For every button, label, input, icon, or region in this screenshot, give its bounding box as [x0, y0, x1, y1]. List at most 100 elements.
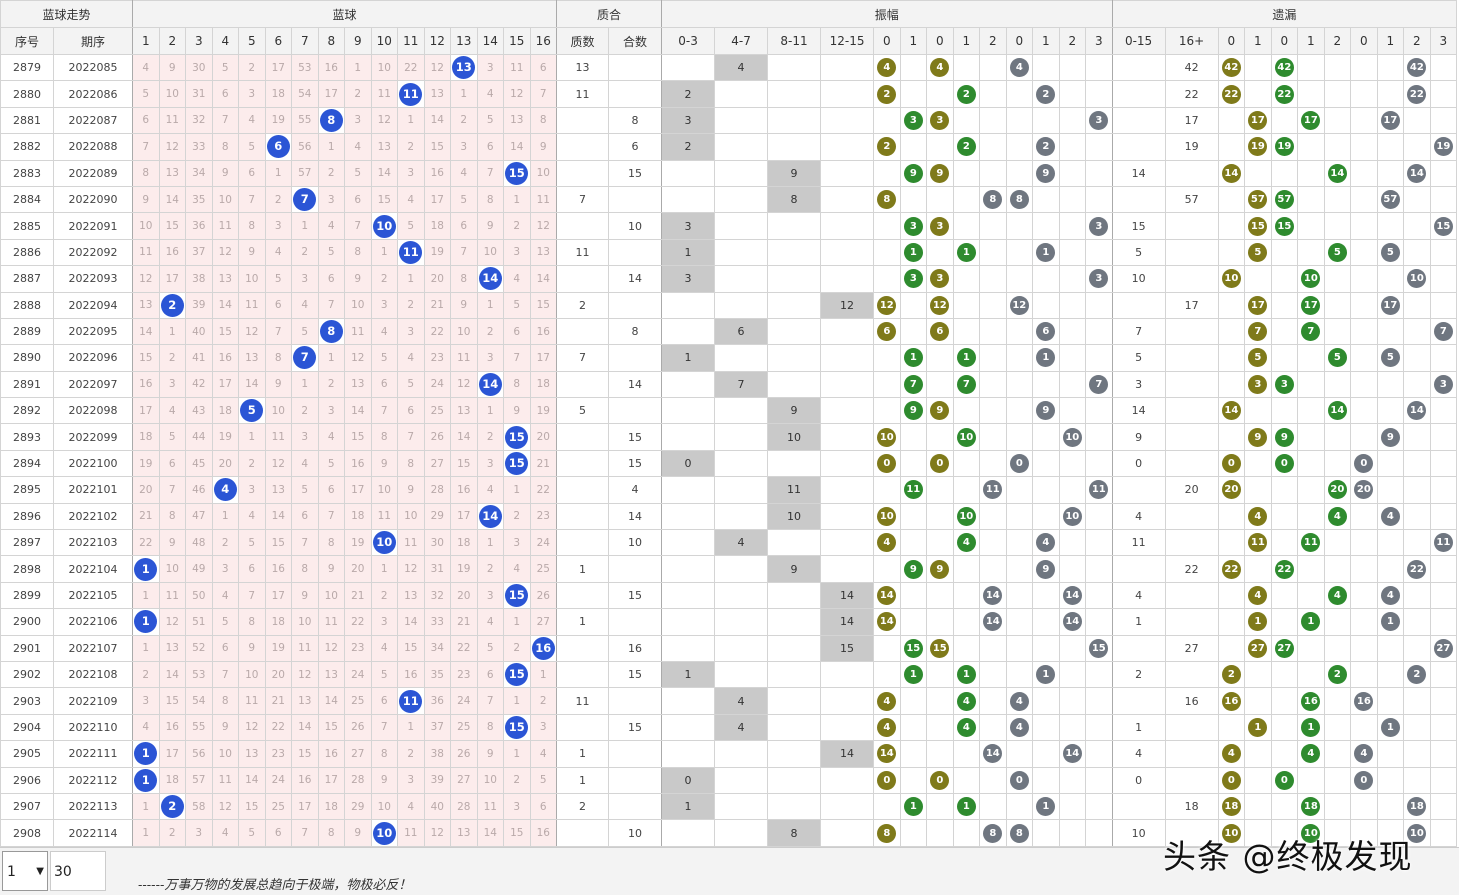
missing-ball: 9 — [1380, 427, 1400, 447]
missing-value-cell: 16 — [1297, 687, 1325, 715]
blue-miss-count: 6 — [370, 370, 399, 399]
composite-cell: 14 — [608, 502, 663, 531]
amplitude-ball: 10 — [877, 506, 897, 526]
blue-miss-count: 9 — [370, 766, 399, 794]
amplitude-value-cell — [979, 555, 1007, 583]
seq-cell: 2907 — [0, 792, 54, 821]
amplitude-value-cell: 9 — [899, 555, 928, 583]
blue-miss-count: 24 — [423, 370, 452, 399]
amplitude-ball: 10 — [956, 506, 976, 526]
blue-ball: 11 — [399, 689, 423, 713]
blue-miss-count: 12 — [264, 449, 293, 478]
amplitude-value-cell — [1032, 713, 1060, 742]
amplitude-range-cell — [767, 133, 822, 161]
amplitude-range-cell: 1 — [661, 660, 716, 689]
amplitude-value-cell — [1058, 212, 1087, 240]
amplitude-ball: 8 — [1009, 823, 1029, 843]
blue-miss-count: 4 — [529, 740, 558, 768]
amplitude-ball: 9 — [903, 401, 923, 421]
blue-miss-count: 18 — [344, 502, 372, 531]
amplitude-range-cell — [767, 792, 822, 821]
amplitude-value-cell: 1 — [1032, 238, 1060, 267]
seq-cell: 2903 — [0, 687, 54, 715]
amplitude-value-cell: 14 — [873, 740, 901, 768]
blue-miss-count: 7 — [370, 713, 399, 742]
blue-miss-count: 2 — [397, 133, 425, 161]
amplitude-ball: 4 — [877, 533, 897, 553]
group-header-prime-composite: 质合 — [556, 0, 663, 28]
blue-ball-cell: 14 — [476, 265, 505, 293]
blue-miss-count: 3 — [238, 476, 266, 504]
amplitude-range-cell: 9 — [767, 397, 822, 425]
blue-miss-count: 11 — [211, 212, 240, 240]
blue-miss-count: 7 — [158, 476, 187, 504]
amplitude-range-cell: 14 — [820, 740, 875, 768]
missing-value-cell: 1 — [1376, 713, 1405, 742]
missing-ball: 3 — [1274, 374, 1294, 394]
amplitude-range-cell — [714, 502, 769, 531]
missing-value-cell: 0 — [1270, 766, 1299, 794]
missing-range-cell: 1 — [1111, 608, 1166, 636]
amplitude-value-cell: 0 — [1005, 766, 1034, 794]
missing-value-cell — [1297, 581, 1325, 610]
amplitude-value-cell — [1032, 212, 1060, 240]
missing-value-cell — [1297, 212, 1325, 240]
table-row: 2888 2022094 13 2 39 14 11 6 4 7 10 3 2 21 9 1 5 15 2 12 12 1… — [0, 291, 1458, 319]
amplitude-range-cell — [767, 212, 822, 240]
blue-miss-count: 7 — [132, 133, 160, 161]
column-header: 期序 — [52, 27, 134, 55]
amplitude-value-cell — [926, 687, 954, 715]
missing-value-cell — [1323, 713, 1352, 742]
composite-cell — [608, 53, 663, 82]
missing-value-cell — [1429, 555, 1458, 583]
blue-miss-count: 6 — [238, 159, 266, 187]
missing-value-cell — [1350, 529, 1378, 557]
blue-miss-count: 12 — [211, 238, 240, 267]
page-size-input[interactable]: 30 — [50, 851, 106, 891]
trend-rows: 2879 2022085 4 9 30 5 2 17 53 16 1 10 22 12 13 3 11 6 13 4 4… — [0, 53, 1458, 847]
page-select[interactable]: 1 ▼ — [2, 851, 48, 891]
period-cell: 2022092 — [52, 238, 134, 267]
amplitude-range-cell: 8 — [767, 819, 822, 847]
missing-range-cell: 16 — [1164, 687, 1219, 715]
amplitude-value-cell — [1005, 80, 1034, 108]
blue-miss-count: 45 — [185, 449, 213, 478]
missing-value-cell: 1 — [1297, 713, 1325, 742]
missing-value-cell — [1429, 106, 1458, 135]
missing-range-cell — [1111, 133, 1166, 161]
amplitude-ball: 4 — [956, 533, 976, 553]
missing-value-cell: 14 — [1403, 397, 1431, 425]
amplitude-ball: 10 — [1062, 427, 1082, 447]
blue-miss-count: 9 — [238, 634, 266, 662]
amplitude-value-cell: 12 — [873, 291, 901, 319]
table-row: 2890 2022096 15 2 41 16 13 8 7 1 12 5 4 23 11 3 7 17 7 1 1 1 1… — [0, 344, 1458, 372]
blue-miss-count: 20 — [529, 423, 558, 451]
missing-value-cell — [1429, 608, 1458, 636]
amplitude-value-cell — [1085, 766, 1113, 794]
amplitude-range-cell: 15 — [820, 634, 875, 662]
missing-value-cell: 10 — [1297, 265, 1325, 293]
missing-value-cell: 42 — [1270, 53, 1299, 82]
missing-value-cell — [1270, 159, 1299, 187]
amplitude-value-cell — [1058, 792, 1087, 821]
missing-value-cell: 17 — [1376, 106, 1405, 135]
blue-miss-count: 11 — [158, 581, 187, 610]
blue-miss-count: 6 — [264, 291, 293, 319]
missing-ball: 2 — [1327, 665, 1347, 685]
group-header-trend: 蓝球走势 — [0, 0, 134, 28]
blue-miss-count: 2 — [370, 265, 399, 293]
seq-cell: 2895 — [0, 476, 54, 504]
amplitude-range-cell — [767, 53, 822, 82]
amplitude-ball: 1 — [1036, 348, 1056, 368]
blue-miss-count: 19 — [264, 106, 293, 135]
blue-miss-count: 7 — [317, 502, 346, 531]
missing-value-cell: 57 — [1376, 185, 1405, 214]
column-header: 1 — [1032, 27, 1060, 55]
amplitude-value-cell — [1005, 133, 1034, 161]
amplitude-value-cell — [979, 344, 1007, 372]
period-cell: 2022093 — [52, 265, 134, 293]
blue-miss-count: 8 — [211, 687, 240, 715]
missing-value-cell: 2 — [1323, 660, 1352, 689]
missing-value-cell — [1217, 185, 1246, 214]
blue-miss-count: 25 — [529, 555, 558, 583]
